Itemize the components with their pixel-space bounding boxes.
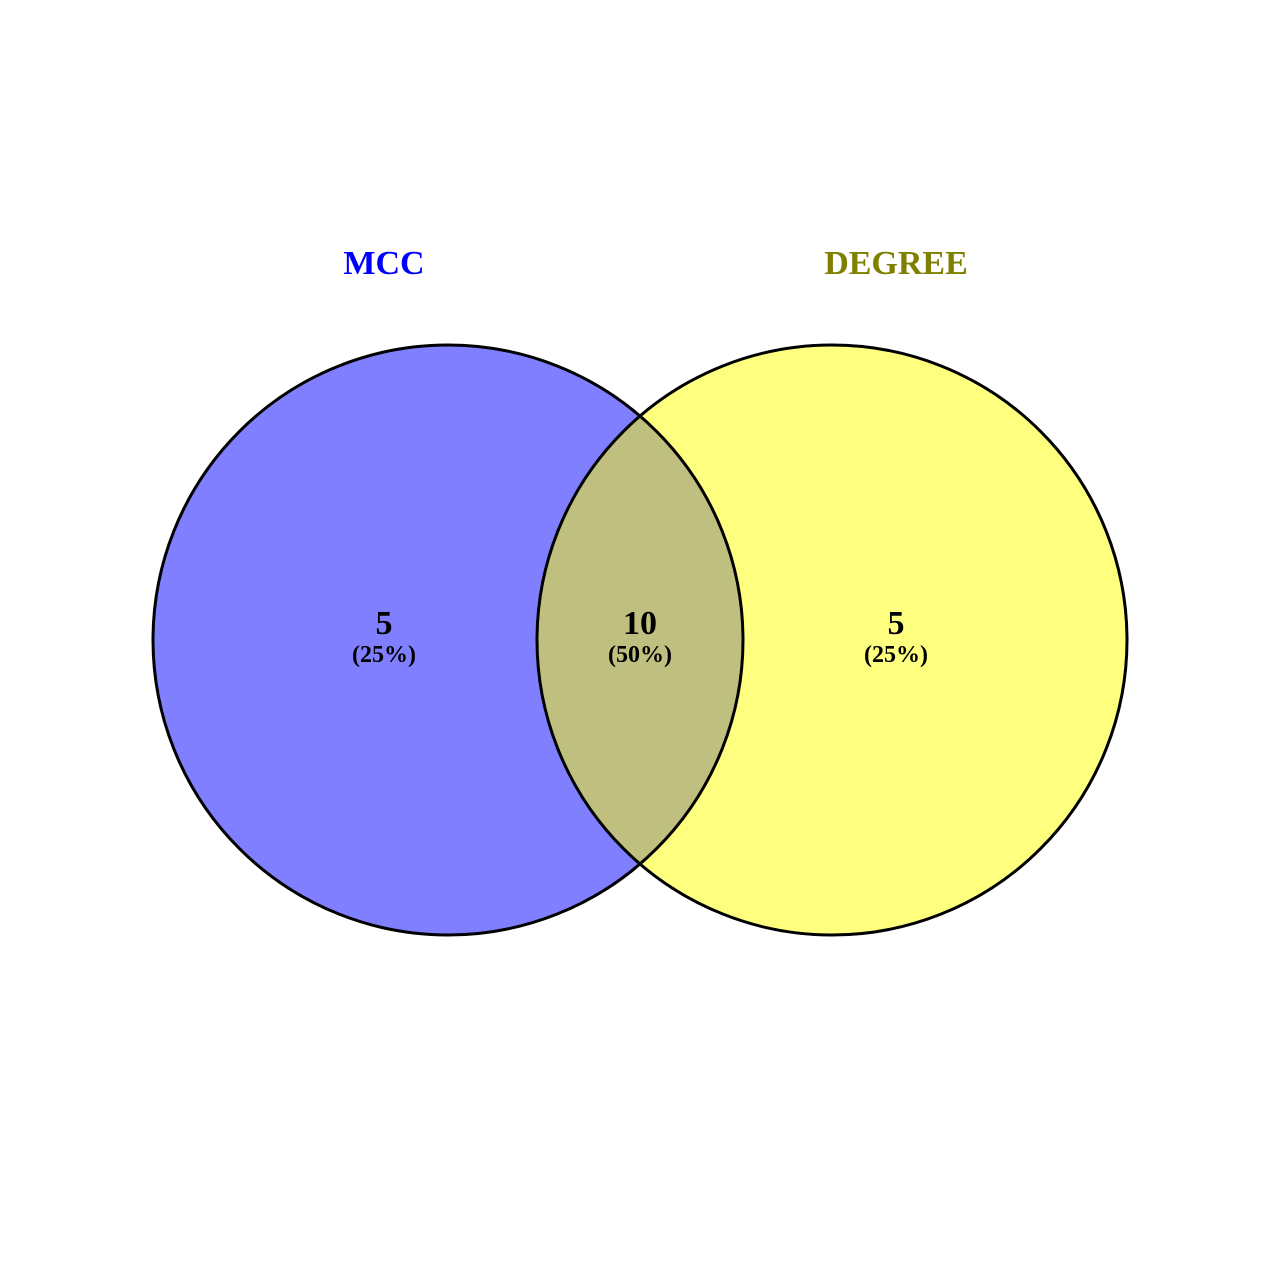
mcc-set-label: MCC [343, 245, 424, 282]
degree-only-count: 5 [888, 605, 905, 642]
intersection-percent: (50%) [608, 642, 672, 668]
mcc-only-count: 5 [376, 605, 393, 642]
degree-set-label: DEGREE [824, 245, 968, 282]
intersection-region [537, 345, 743, 935]
mcc-only-percent: (25%) [352, 642, 416, 668]
degree-circle-outline [535, 343, 1129, 937]
mcc-circle-outline [151, 343, 745, 937]
intersection-count: 10 [623, 605, 657, 642]
degree-only-percent: (25%) [864, 642, 928, 668]
